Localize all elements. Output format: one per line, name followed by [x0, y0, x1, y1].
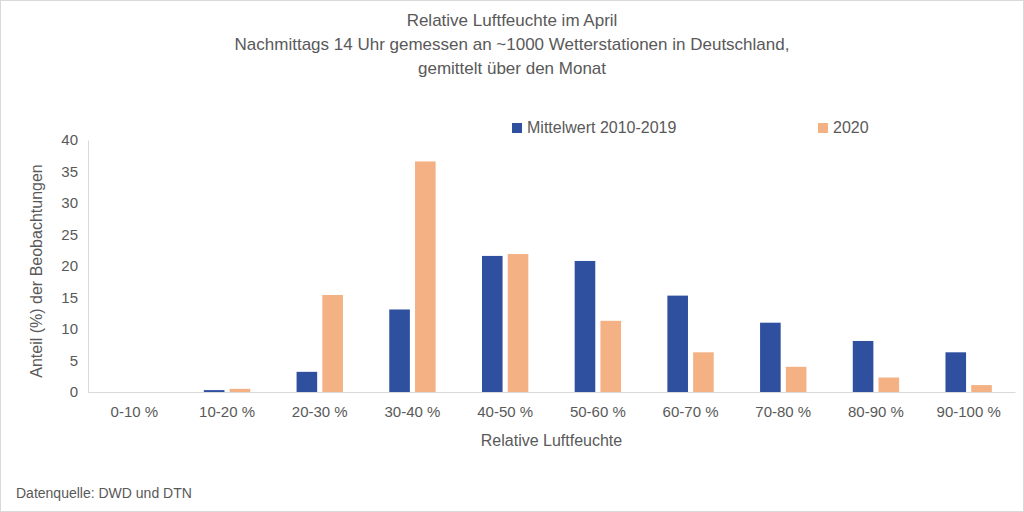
bar [879, 378, 900, 392]
x-tick: 0-10 % [111, 403, 159, 420]
y-tick: 15 [61, 289, 88, 306]
x-tick: 10-20 % [199, 403, 255, 420]
bar [945, 352, 966, 392]
x-axis: 0-10 % 10-20 % 20-30 % 30-40 % 40-50 % 50-60 … [89, 393, 1016, 420]
x-tick-label: 50-60 % [570, 403, 626, 420]
x-axis-line [89, 392, 1016, 393]
legend-label: 2020 [833, 119, 869, 136]
x-tick: 50-60 % [570, 403, 626, 420]
x-tick: 30-40 % [385, 403, 441, 420]
y-tick-label: 10 [61, 320, 78, 337]
y-tick: 5 [70, 352, 88, 369]
y-tick: 35 [61, 163, 88, 180]
source: Datenquelle: DWD und DTN [16, 485, 192, 501]
y-tick: 20 [61, 257, 88, 274]
y-tick-label: 25 [61, 226, 78, 243]
bar [389, 309, 410, 392]
bar [786, 367, 807, 392]
chart: Relative Luftfeuchte im April Nachmittags… [0, 0, 1024, 512]
bar [693, 352, 714, 392]
bars [204, 161, 992, 392]
x-tick-label: 60-70 % [663, 403, 719, 420]
x-tick: 40-50 % [477, 403, 533, 420]
bar [508, 254, 529, 392]
bar [760, 323, 781, 392]
y-tick: 30 [61, 194, 88, 211]
y-tick: 25 [61, 226, 88, 243]
bar [415, 161, 436, 392]
x-tick-label: 20-30 % [292, 403, 348, 420]
y-axis-title: Anteil (%) der Beobachtungen [28, 164, 45, 377]
y-axis: 0 5 10 15 20 25 30 35 40 [61, 131, 88, 400]
bar [971, 385, 992, 392]
x-tick: 20-30 % [292, 403, 348, 420]
y-tick-label: 30 [61, 194, 78, 211]
x-tick-label: 30-40 % [385, 403, 441, 420]
y-tick-label: 20 [61, 257, 78, 274]
y-tick-label: 35 [61, 163, 78, 180]
bar [600, 321, 621, 392]
y-tick: 40 [61, 131, 88, 148]
y-tick: 0 [70, 383, 88, 400]
title: Relative Luftfeuchte im April [407, 11, 618, 30]
legend-swatch [512, 123, 522, 133]
bar [853, 341, 874, 392]
x-axis-title: Relative Luftfeuchte [481, 432, 623, 449]
y-tick-label: 0 [70, 383, 78, 400]
x-tick-label: 0-10 % [111, 403, 159, 420]
background [1, 1, 1024, 512]
y-tick-label: 5 [70, 352, 78, 369]
x-tick-label: 80-90 % [848, 403, 904, 420]
bar [575, 261, 596, 392]
bar [230, 389, 251, 392]
x-tick-label: 90-100 % [937, 403, 1001, 420]
bar [482, 256, 503, 392]
legend-item: Mittelwert 2010-2019 [512, 119, 677, 136]
bar [667, 296, 688, 392]
title: gemittelt über den Monat [418, 59, 606, 78]
bar [297, 372, 318, 392]
y-axis-line [88, 141, 89, 393]
bar [322, 295, 343, 392]
bar [204, 390, 225, 392]
bar [111, 392, 132, 393]
x-tick: 80-90 % [848, 403, 904, 420]
y-tick: 10 [61, 320, 88, 337]
x-tick: 60-70 % [663, 403, 719, 420]
legend-item: 2020 [818, 119, 869, 136]
x-tick: 90-100 % [937, 403, 1001, 420]
x-tick-label: 40-50 % [477, 403, 533, 420]
legend: Mittelwert 2010-2019 2020 [512, 119, 869, 136]
y-tick-label: 15 [61, 289, 78, 306]
x-tick: 70-80 % [755, 403, 811, 420]
x-tick-label: 10-20 % [199, 403, 255, 420]
x-tick-label: 70-80 % [755, 403, 811, 420]
bar [137, 392, 158, 393]
legend-label: Mittelwert 2010-2019 [527, 119, 677, 136]
title: Nachmittags 14 Uhr gemessen an ~1000 Wet… [235, 35, 790, 54]
legend-swatch [818, 123, 828, 133]
y-tick-label: 40 [61, 131, 78, 148]
